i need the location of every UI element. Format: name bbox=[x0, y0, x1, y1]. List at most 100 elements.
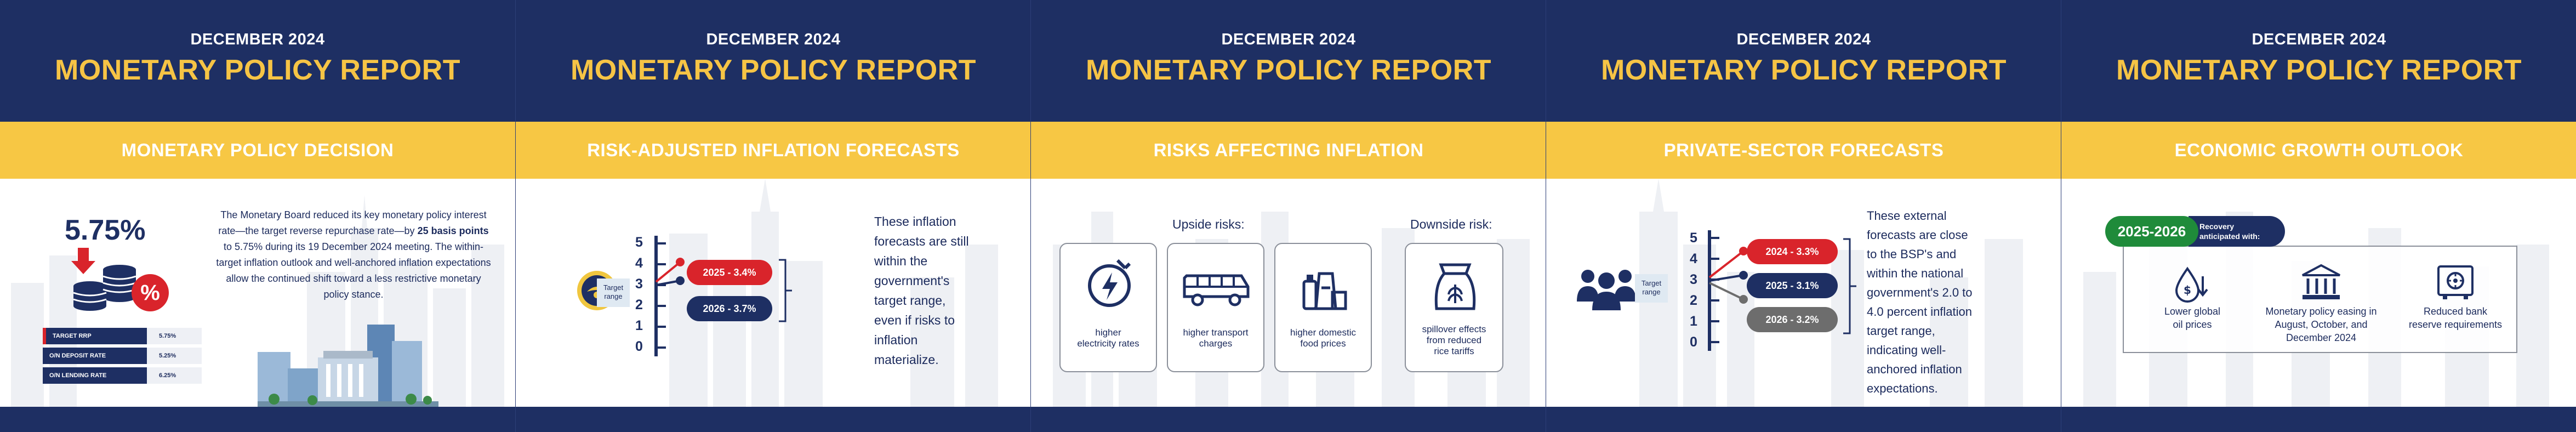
risk-caption: higher domestic food prices bbox=[1290, 327, 1356, 349]
forecast-pill-2024: 2024 - 3.3% bbox=[1747, 239, 1838, 264]
section-heading: PRIVATE-SECTOR FORECASTS bbox=[1663, 140, 1944, 160]
section-heading: RISK-ADJUSTED INFLATION FORECASTS bbox=[587, 140, 960, 160]
scale-tick-label: 3 bbox=[635, 276, 643, 292]
panel-risk-adjusted-inflation-forecasts: DECEMBER 2024 MONETARY POLICY REPORT RIS… bbox=[515, 0, 1030, 432]
section-band: PRIVATE-SECTOR FORECASTS bbox=[1546, 122, 2061, 179]
forecast-pill-2026: 2026 - 3.2% bbox=[1747, 307, 1838, 332]
risk-card-food-prices: higher domestic food prices bbox=[1274, 243, 1372, 372]
scale-tick-label: 1 bbox=[1690, 314, 1697, 329]
city-skyline-background bbox=[669, 179, 998, 407]
report-header: DECEMBER 2024 MONETARY POLICY REPORT bbox=[2061, 0, 2576, 122]
section-heading: ECONOMIC GROWTH OUTLOOK bbox=[2174, 140, 2464, 160]
scale-tick-label: 5 bbox=[1690, 230, 1697, 246]
report-date: DECEMBER 2024 bbox=[1221, 31, 1356, 48]
report-title: MONETARY POLICY REPORT bbox=[1085, 54, 1492, 86]
forecast-scale-connector bbox=[1708, 230, 1748, 351]
forecast-pill-2025: 2025 - 3.1% bbox=[1747, 273, 1838, 298]
jeepney-icon bbox=[1183, 274, 1250, 306]
risk-card-rice-tariffs: spillover effects from reduced rice tari… bbox=[1405, 243, 1503, 372]
people-group-icon bbox=[1577, 270, 1636, 310]
percent-badge-icon: % bbox=[132, 274, 169, 311]
policy-rate-value: 5.75% bbox=[65, 214, 146, 246]
footer-bar bbox=[2061, 407, 2576, 432]
risk-card-transport: higher transport charges bbox=[1167, 243, 1264, 372]
basis-points-highlight: 25 basis points bbox=[417, 225, 489, 236]
table-row: O/N DEPOSIT RATE 5.25% bbox=[43, 348, 202, 364]
oil-price-icon: $ bbox=[2175, 266, 2208, 303]
scale-tick-label: 0 bbox=[635, 339, 643, 354]
scale-tick-label: 4 bbox=[1690, 251, 1697, 266]
coins-down-arrow-icon bbox=[71, 248, 136, 311]
report-header: DECEMBER 2024 MONETARY POLICY REPORT bbox=[516, 0, 1030, 122]
bank-building-icon bbox=[2302, 264, 2340, 299]
panel-monetary-policy-decision: DECEMBER 2024 MONETARY POLICY REPORT MON… bbox=[0, 0, 515, 432]
report-title: MONETARY POLICY REPORT bbox=[570, 54, 977, 86]
recovery-label: Recovery anticipated with: bbox=[2189, 216, 2285, 247]
report-date: DECEMBER 2024 bbox=[1736, 31, 1871, 48]
forecast-explanation: These inflation forecasts are still with… bbox=[874, 214, 969, 367]
target-range-label: Target range bbox=[1635, 274, 1668, 303]
section-band: MONETARY POLICY DECISION bbox=[0, 122, 515, 179]
groceries-icon bbox=[1302, 272, 1347, 310]
table-row: TARGET RRP 5.75% bbox=[43, 328, 202, 344]
growth-drivers-box: $ Lower global oil prices Monetary polic… bbox=[2123, 246, 2517, 353]
footer-bar bbox=[1031, 407, 1546, 432]
report-date: DECEMBER 2024 bbox=[706, 31, 841, 48]
risk-caption: higher electricity rates bbox=[1077, 327, 1139, 349]
section-heading: RISKS AFFECTING INFLATION bbox=[1153, 140, 1424, 160]
scale-tick-label: 3 bbox=[1690, 272, 1697, 287]
driver-caption: Lower global oil prices bbox=[2164, 306, 2221, 330]
report-date: DECEMBER 2024 bbox=[2252, 31, 2386, 48]
target-range-label: Target range bbox=[597, 278, 630, 307]
forecast-pill-2026: 2026 - 3.7% bbox=[687, 296, 772, 321]
driver-caption: Reduced bank reserve requirements bbox=[2408, 306, 2503, 330]
rate-value: 5.25% bbox=[147, 348, 202, 364]
footer-bar bbox=[516, 407, 1030, 432]
scale-tick-label: 0 bbox=[1690, 334, 1697, 350]
table-row: O/N LENDING RATE 6.25% bbox=[43, 367, 202, 384]
scale-tick-label: 4 bbox=[635, 255, 643, 271]
section-band: ECONOMIC GROWTH OUTLOOK bbox=[2061, 122, 2576, 179]
bracket-icon bbox=[1843, 238, 1856, 334]
rice-sack-icon bbox=[1434, 263, 1476, 310]
panel-risks-affecting-inflation: DECEMBER 2024 MONETARY POLICY REPORT RIS… bbox=[1030, 0, 1546, 432]
policy-rates-table: TARGET RRP 5.75% O/N DEPOSIT RATE 5.25% … bbox=[43, 328, 202, 387]
rate-label: TARGET RRP bbox=[43, 328, 147, 344]
scale-tick-label: 2 bbox=[1690, 293, 1697, 308]
vault-icon bbox=[2437, 265, 2474, 299]
rate-value: 6.25% bbox=[147, 367, 202, 384]
upside-risks-label: Upside risks: bbox=[1172, 217, 1245, 231]
footer-bar bbox=[0, 407, 515, 432]
downside-risk-label: Downside risk: bbox=[1410, 217, 1492, 231]
forecast-pill-2025: 2025 - 3.4% bbox=[687, 260, 772, 285]
central-bank-building-illustration bbox=[258, 325, 438, 407]
footer-bar bbox=[1546, 407, 2061, 432]
risk-caption: higher transport charges bbox=[1183, 327, 1249, 349]
section-heading: MONETARY POLICY DECISION bbox=[121, 140, 394, 160]
driver-caption: Monetary policy easing in August, Octobe… bbox=[2265, 306, 2377, 343]
electricity-icon bbox=[1088, 259, 1131, 307]
panel-economic-growth-outlook: DECEMBER 2024 MONETARY POLICY REPORT ECO… bbox=[2061, 0, 2576, 432]
risk-caption: spillover effects from reduced rice tari… bbox=[1422, 324, 1486, 356]
report-title: MONETARY POLICY REPORT bbox=[54, 54, 461, 86]
scale-tick-label: 5 bbox=[635, 235, 643, 250]
rate-value: 5.75% bbox=[147, 328, 202, 344]
private-forecast-explanation: These external forecasts are close to th… bbox=[1867, 209, 1973, 395]
outlook-years-badge: 2025-2026 bbox=[2105, 216, 2198, 247]
panel-private-sector-forecasts: DECEMBER 2024 MONETARY POLICY REPORT PRI… bbox=[1546, 0, 2061, 432]
decision-description: The Monetary Board reduced its key monet… bbox=[216, 209, 491, 300]
section-band: RISKS AFFECTING INFLATION bbox=[1031, 122, 1546, 179]
risk-card-electricity: higher electricity rates bbox=[1059, 243, 1157, 372]
section-band: RISK-ADJUSTED INFLATION FORECASTS bbox=[516, 122, 1030, 179]
svg-text:$: $ bbox=[2184, 283, 2191, 297]
report-header: DECEMBER 2024 MONETARY POLICY REPORT bbox=[1031, 0, 1546, 122]
report-title: MONETARY POLICY REPORT bbox=[1600, 54, 2007, 86]
report-header: DECEMBER 2024 MONETARY POLICY REPORT bbox=[1546, 0, 2061, 122]
city-skyline-background bbox=[1639, 179, 2023, 407]
scale-tick-label: 1 bbox=[635, 318, 643, 333]
report-date: DECEMBER 2024 bbox=[190, 31, 325, 48]
report-title: MONETARY POLICY REPORT bbox=[2116, 54, 2522, 86]
bracket-icon bbox=[779, 259, 792, 322]
forecast-scale-connector bbox=[654, 236, 685, 356]
